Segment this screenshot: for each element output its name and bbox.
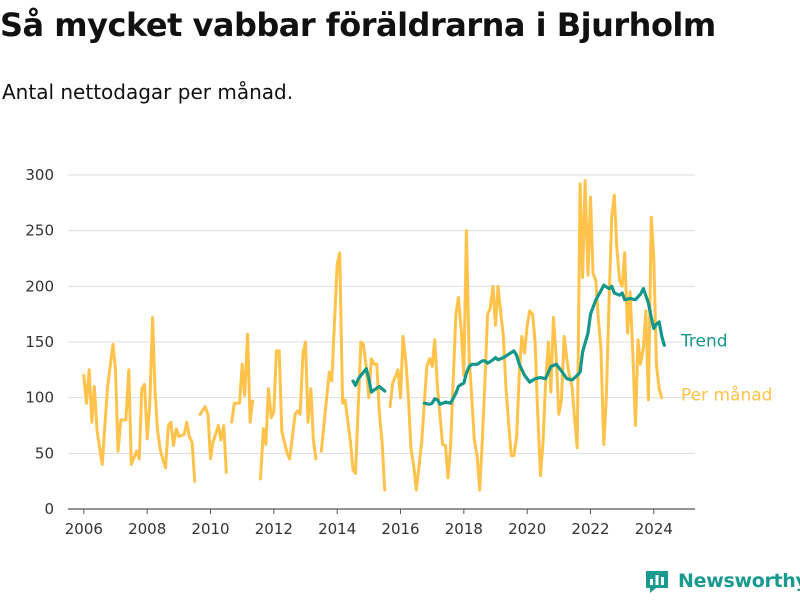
y-tick-label: 150 [25,333,54,351]
label-layer: 0 50 100 150 200 250 300 2006 2008 2010 2012 2014 20… [25,166,772,538]
chart-title: Så mycket vabbar föräldrarna i Bjurholm [0,6,716,44]
monthly-series-label: Per månad [681,385,772,406]
trend-series-label: Trend [680,331,728,351]
y-tick-label: 200 [25,277,54,295]
axis-layer [68,508,695,514]
x-tick-label: 2016 [381,520,419,538]
y-tick-label: 50 [35,444,54,462]
y-tick-label: 250 [25,222,54,240]
y-tick-label: 300 [25,166,54,184]
x-tick-label: 2010 [191,520,229,538]
x-tick-label: 2018 [445,520,483,538]
newsworthy-brand: Newsworthy [644,568,800,594]
series-layer [82,179,666,492]
x-tick-label: 2024 [635,520,673,538]
monthly-line-segment [259,340,318,481]
newsworthy-logo-icon [646,571,668,593]
x-tick-label: 2020 [508,520,546,538]
chart-subtitle: Antal nettodagar per månad. [2,80,294,104]
grid-layer [68,174,695,454]
monthly-line-segment [198,405,228,474]
trend-line-segment [422,283,666,406]
x-tick-label: 2022 [571,520,609,538]
monthly-line-segment [388,179,664,492]
x-tick-label: 2008 [128,520,166,538]
y-tick-label: 0 [44,500,54,518]
y-tick-label: 100 [25,389,54,407]
monthly-line-segment [82,316,197,483]
x-tick-label: 2006 [65,520,103,538]
trend-series [351,283,666,406]
brand-name: Newsworthy [678,570,800,592]
x-tick-label: 2012 [255,520,293,538]
monthly-line-segment [319,251,387,492]
monthly-line-segment [230,332,255,424]
monthly-series [82,179,664,492]
x-tick-label: 2014 [318,520,356,538]
trend-line-segment [351,367,387,394]
